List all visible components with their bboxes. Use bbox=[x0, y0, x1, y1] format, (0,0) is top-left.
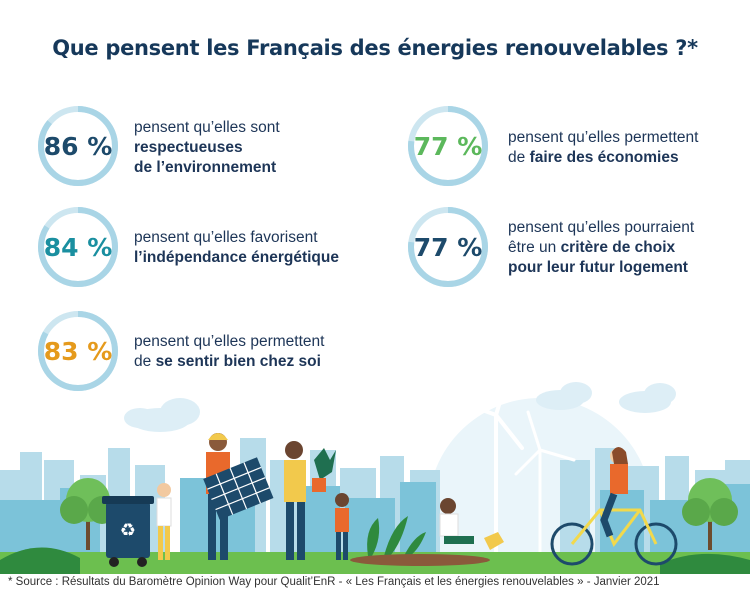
bush-icon bbox=[660, 553, 750, 574]
ring-arc bbox=[38, 207, 118, 287]
stat-description: pensent qu’elles permettent de faire des… bbox=[508, 128, 743, 168]
desc-line-3: pour leur futur logement bbox=[508, 259, 688, 276]
desc-line-3: de l’environnement bbox=[134, 159, 277, 176]
cloud-icon bbox=[619, 383, 676, 413]
stat-description: pensent qu’elles permettent de se sentir… bbox=[134, 332, 374, 372]
desc-line-2: faire des économies bbox=[529, 149, 679, 166]
ring-arc bbox=[408, 106, 488, 186]
renewable-energy-illustration: ♻ bbox=[0, 366, 750, 574]
ring-graphic bbox=[38, 106, 118, 186]
tree-icon bbox=[682, 478, 738, 550]
ring-graphic bbox=[408, 106, 488, 186]
soil-mound bbox=[350, 554, 490, 566]
plant-icon bbox=[367, 516, 426, 556]
desc-prefix: de bbox=[508, 149, 530, 166]
desc-line-2: critère de choix bbox=[560, 239, 676, 256]
desc-line-1: pensent qu’elles permettent bbox=[508, 129, 699, 146]
person-child-icon bbox=[335, 493, 349, 560]
stat-value: 86 % bbox=[43, 131, 113, 161]
stat-description: pensent qu’elles sont respectueuses de l… bbox=[134, 118, 364, 178]
worker-with-solar-panel-icon bbox=[203, 433, 274, 560]
ring-graphic bbox=[38, 311, 118, 391]
cloud-icon bbox=[124, 398, 200, 432]
progress-ring: 77 % bbox=[406, 205, 490, 289]
gardener-icon bbox=[439, 498, 504, 550]
person-with-plant-icon bbox=[284, 441, 336, 560]
source-footnote: * Source : Résultats du Baromètre Opinio… bbox=[8, 576, 660, 588]
cyclist-icon bbox=[550, 447, 678, 566]
page-title: Que pensent les Français des énergies re… bbox=[52, 36, 698, 60]
progress-ring: 77 % bbox=[406, 104, 490, 188]
progress-ring: 83 % bbox=[36, 309, 120, 393]
stat-value: 77 % bbox=[413, 131, 483, 161]
cloud-icon bbox=[536, 382, 592, 410]
wind-turbine-icon bbox=[514, 410, 576, 562]
bush-icon bbox=[0, 547, 80, 574]
progress-ring: 86 % bbox=[36, 104, 120, 188]
stat-value: 84 % bbox=[43, 232, 113, 262]
desc-line-1: pensent qu’elles permettent bbox=[134, 333, 325, 350]
desc-line-1: pensent qu’elles favorisent bbox=[134, 229, 318, 246]
svg-text:♻: ♻ bbox=[120, 520, 136, 541]
person-child-icon bbox=[156, 483, 172, 560]
desc-line-2: se sentir bien chez soi bbox=[155, 353, 321, 370]
desc-prefix: de bbox=[134, 353, 156, 370]
desc-line-2: l’indépendance énergétique bbox=[134, 249, 339, 266]
ring-arc bbox=[38, 311, 118, 391]
ring-arc bbox=[38, 106, 118, 186]
stat-value: 77 % bbox=[413, 232, 483, 262]
desc-prefix: être un bbox=[508, 239, 561, 256]
desc-line-1: pensent qu’elles sont bbox=[134, 119, 280, 136]
ring-graphic bbox=[38, 207, 118, 287]
stat-description: pensent qu’elles favorisent l’indépendan… bbox=[134, 228, 374, 268]
desc-line-1: pensent qu’elles pourraient bbox=[508, 219, 695, 236]
progress-ring: 84 % bbox=[36, 205, 120, 289]
ring-graphic bbox=[408, 207, 488, 287]
desc-line-2: respectueuses bbox=[134, 139, 243, 156]
watering-can-icon bbox=[484, 532, 504, 550]
stat-description: pensent qu’elles pourraient être un crit… bbox=[508, 218, 743, 278]
stat-value: 83 % bbox=[43, 336, 113, 366]
ring-arc bbox=[408, 207, 488, 287]
recycling-bin-icon: ♻ bbox=[102, 496, 154, 567]
